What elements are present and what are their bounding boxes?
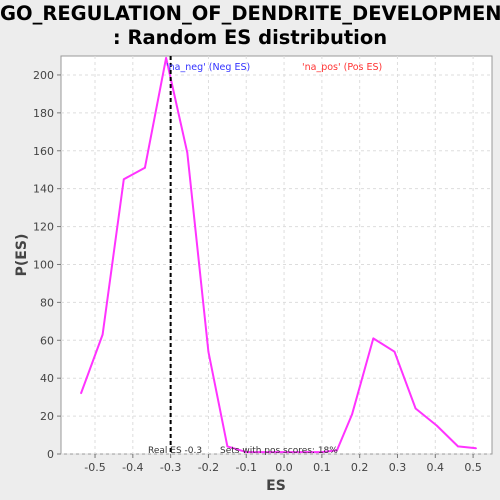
data-point bbox=[336, 449, 338, 452]
chart-title-line-2: : Random ES distribution bbox=[112, 26, 388, 49]
y-tick-label: 140 bbox=[33, 183, 54, 196]
x-tick-label: -0.5 bbox=[84, 461, 105, 474]
chart-title-line-1: GO_REGULATION_OF_DENDRITE_DEVELOPMENT bbox=[0, 2, 500, 25]
x-tick-label: 0.5 bbox=[464, 461, 482, 474]
data-point bbox=[283, 451, 285, 453]
y-tick-label: 0 bbox=[47, 448, 54, 461]
x-tick-label: 0.1 bbox=[313, 461, 331, 474]
real-es-text: Real ES -0.3 bbox=[148, 446, 202, 456]
series-lines bbox=[80, 56, 477, 454]
data-point bbox=[372, 337, 375, 340]
x-tick-label: -0.3 bbox=[160, 461, 181, 474]
x-tick-label: 0.4 bbox=[427, 461, 445, 474]
data-point bbox=[264, 451, 266, 453]
data-point bbox=[186, 151, 189, 154]
y-tick-label: 60 bbox=[40, 334, 54, 347]
x-axis-label: ES bbox=[266, 478, 286, 494]
data-point bbox=[321, 451, 323, 453]
data-point bbox=[101, 333, 104, 336]
x-tick-label: 0.2 bbox=[351, 461, 369, 474]
pos-es-label: 'na_pos' (Pos ES) bbox=[302, 62, 382, 73]
y-tick-label: 180 bbox=[33, 107, 54, 120]
y-tick-label: 80 bbox=[40, 296, 54, 309]
axis-ticks: -0.5 -0.4 -0.3 -0.2 -0.1 0.0 0.1 0.2 0.3 0.4 0.5 0 2… bbox=[33, 69, 482, 474]
data-point bbox=[80, 392, 82, 395]
y-tick-label: 20 bbox=[40, 410, 54, 423]
y-tick-label: 160 bbox=[33, 145, 54, 158]
data-point bbox=[302, 451, 304, 453]
y-tick-label: 120 bbox=[33, 221, 54, 234]
plot-area bbox=[60, 55, 493, 455]
data-point bbox=[122, 178, 125, 180]
x-tick-label: 0.0 bbox=[275, 461, 293, 474]
data-point bbox=[436, 424, 438, 427]
y-tick-label: 200 bbox=[33, 69, 54, 82]
data-point bbox=[414, 407, 417, 410]
chart-title: GO_REGULATION_OF_DENDRITE_DEVELOPMENT : … bbox=[0, 2, 500, 50]
data-point bbox=[457, 445, 459, 448]
x-tick-label: -0.2 bbox=[198, 461, 219, 474]
data-point bbox=[226, 445, 229, 448]
data-point bbox=[165, 57, 167, 59]
data-point bbox=[351, 413, 353, 416]
x-tick-label: -0.1 bbox=[236, 461, 257, 474]
x-tick-label: 0.3 bbox=[389, 461, 407, 474]
data-point bbox=[207, 350, 210, 353]
data-point bbox=[245, 451, 248, 453]
x-tick-label: -0.4 bbox=[122, 461, 143, 474]
data-point bbox=[144, 167, 146, 169]
data-point bbox=[475, 447, 477, 450]
neg-es-label: 'na_neg' (Neg ES) bbox=[166, 62, 250, 73]
y-tick-label: 100 bbox=[33, 258, 54, 271]
data-point bbox=[393, 350, 396, 353]
y-tick-label: 40 bbox=[40, 372, 54, 385]
y-axis-label: P(ES) bbox=[14, 234, 30, 277]
pos-scores-text: Sets with pos scores: 18% bbox=[220, 446, 338, 456]
